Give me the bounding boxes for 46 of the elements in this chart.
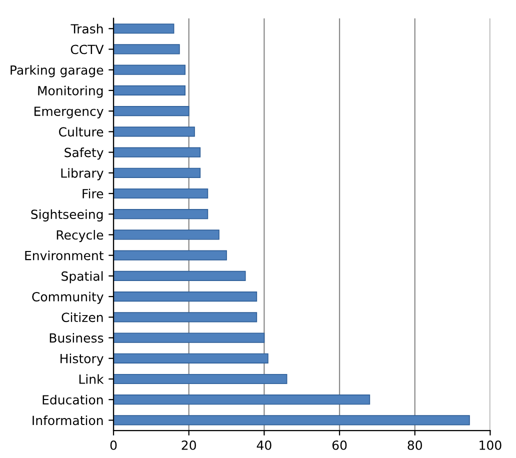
y-tick-label: Community — [32, 292, 104, 304]
x-tick-label: 100 — [480, 440, 502, 450]
bar — [114, 106, 190, 116]
bar — [114, 209, 208, 220]
y-tick-label: Monitoring — [38, 86, 103, 98]
x-tick-label: 0 — [110, 440, 117, 450]
bar — [114, 353, 268, 364]
bar — [114, 188, 208, 199]
bar — [114, 85, 186, 96]
bar — [114, 270, 246, 281]
y-tick-label: Recycle — [56, 230, 104, 242]
y-tick-label: History — [60, 354, 104, 366]
bar — [114, 250, 227, 260]
bar — [114, 24, 174, 34]
y-tick-label: CCTV — [70, 44, 104, 54]
y-tick-label: Emergency — [34, 106, 104, 118]
y-tick-label: Education — [42, 394, 103, 405]
x-tick-label: 60 — [332, 440, 347, 450]
bar — [114, 126, 195, 137]
bar — [114, 44, 180, 54]
y-tick-label: Parking garage — [10, 65, 104, 78]
x-tick-label: 80 — [408, 440, 422, 450]
y-tick-label: Sightseeing — [31, 209, 103, 222]
y-tick-label: Spatial — [62, 271, 103, 284]
bar — [114, 168, 201, 178]
bar — [114, 230, 220, 240]
y-tick-label: Information — [32, 415, 103, 426]
y-tick-label: Library — [61, 168, 104, 180]
y-tick-label: Citizen — [62, 312, 103, 322]
bar — [114, 374, 288, 384]
y-tick-label: Safety — [64, 148, 104, 160]
y-tick-label: Business — [50, 333, 104, 343]
x-tick-label: 20 — [182, 440, 196, 450]
bar — [114, 394, 370, 405]
x-tick-label: 40 — [256, 440, 272, 450]
bar — [114, 64, 186, 75]
y-tick-label: Environment — [25, 250, 104, 260]
y-tick-label: Culture — [59, 126, 104, 137]
bar — [114, 292, 258, 302]
bar — [114, 312, 258, 322]
y-tick-label: Trash — [70, 24, 103, 34]
bar — [114, 147, 201, 158]
bar — [114, 415, 470, 426]
y-tick-label: Link — [79, 374, 104, 384]
bar — [114, 332, 265, 343]
y-tick-label: Fire — [82, 188, 104, 198]
